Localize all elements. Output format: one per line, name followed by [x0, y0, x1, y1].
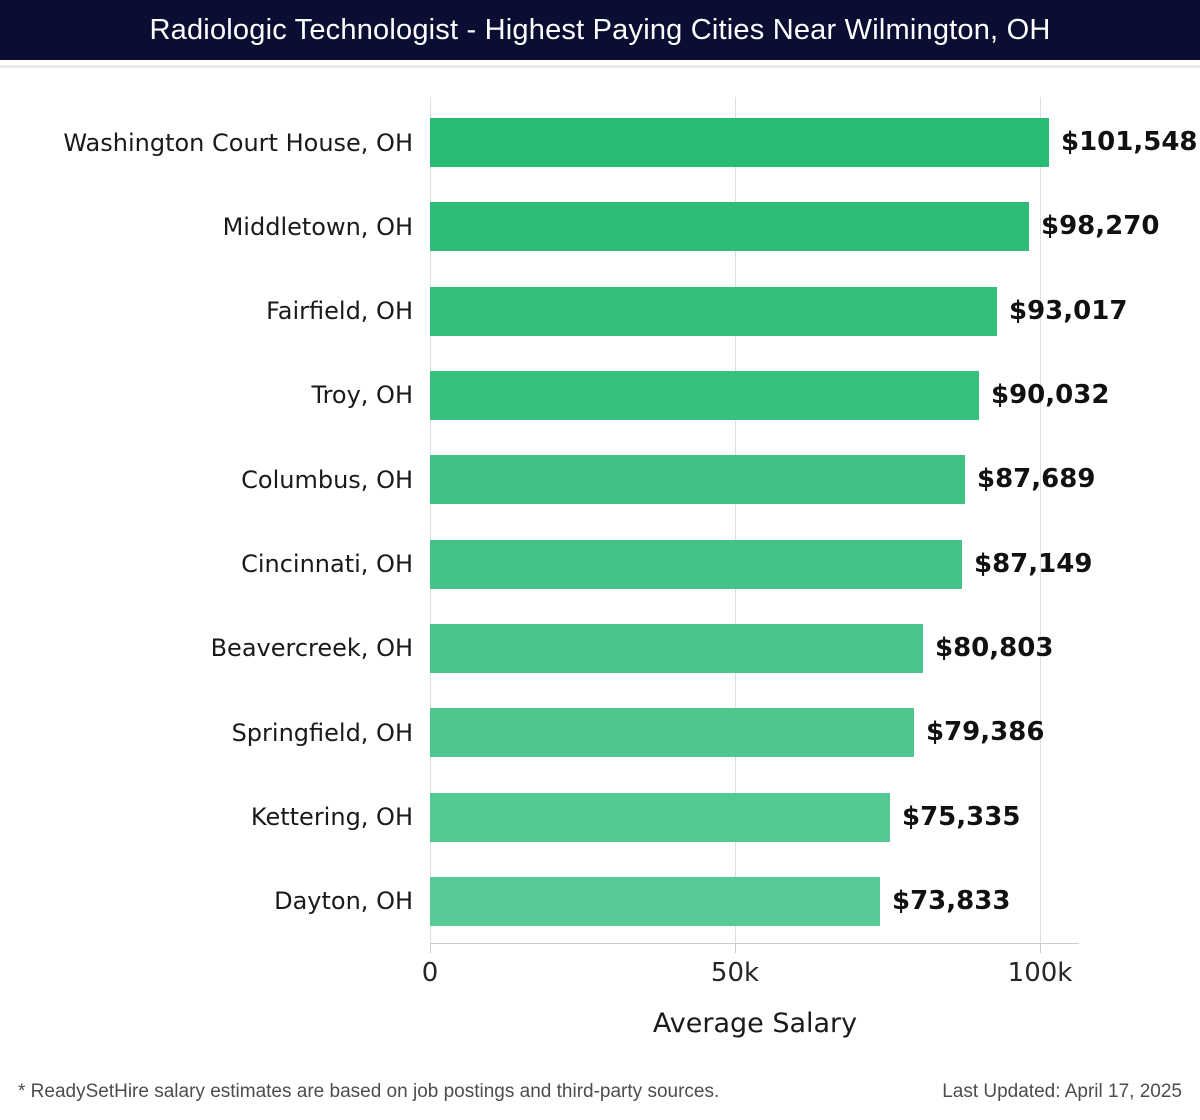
- bar: [430, 623, 923, 673]
- bar-value-label: $90,032: [991, 379, 1110, 410]
- bar: [430, 118, 1049, 167]
- footnote: * ReadySetHire salary estimates are base…: [18, 1081, 720, 1102]
- tick-label-50k: 50k: [710, 958, 760, 988]
- bar: [430, 708, 914, 758]
- x-axis-line: [430, 943, 1079, 944]
- category-label: Cincinnati, OH: [241, 550, 413, 579]
- category-label: Springfield, OH: [231, 718, 413, 747]
- bar-value-label: $98,270: [1041, 211, 1160, 242]
- category-label: Washington Court House, OH: [63, 128, 413, 157]
- bar-value-label: $87,149: [974, 548, 1093, 579]
- bar-value-label: $93,017: [1009, 295, 1128, 326]
- last-updated: Last Updated: April 17, 2025: [942, 1081, 1182, 1102]
- title-bar-divider: [0, 65, 1200, 68]
- gridline-0: [430, 97, 431, 943]
- tick-label-100k: 100k: [1007, 958, 1073, 988]
- bar: [430, 286, 997, 336]
- bar-value-label: $73,833: [892, 885, 1011, 916]
- bar: [430, 876, 880, 926]
- category-label: Beavercreek, OH: [210, 634, 413, 663]
- category-label: Troy, OH: [311, 381, 413, 410]
- tick-mark-100k: [1040, 943, 1041, 953]
- page-title: Radiologic Technologist - Highest Paying…: [149, 13, 1051, 46]
- tick-label-0: 0: [421, 958, 439, 988]
- x-axis-title: Average Salary: [652, 1008, 858, 1039]
- category-label: Kettering, OH: [250, 803, 413, 832]
- tick-mark-50k: [735, 943, 736, 953]
- bar: [430, 370, 979, 420]
- bar: [430, 792, 890, 842]
- bar-value-label: $101,548: [1061, 127, 1198, 157]
- category-label: Middletown, OH: [222, 212, 413, 241]
- category-label: Columbus, OH: [241, 465, 413, 494]
- gridline-50k: [735, 97, 736, 943]
- category-label: Fairfield, OH: [266, 297, 413, 326]
- category-label: Dayton, OH: [274, 887, 413, 916]
- bar: [430, 539, 962, 589]
- bar: [430, 202, 1029, 252]
- title-bar: Radiologic Technologist - Highest Paying…: [0, 0, 1200, 60]
- gridline-100k: [1040, 97, 1041, 943]
- bar-value-label: $75,335: [902, 801, 1021, 832]
- bar-value-label: $87,689: [977, 464, 1096, 495]
- tick-mark-0: [430, 943, 431, 953]
- bar-value-label: $79,386: [926, 717, 1045, 748]
- bar: [430, 455, 965, 505]
- bar-value-label: $80,803: [935, 632, 1054, 663]
